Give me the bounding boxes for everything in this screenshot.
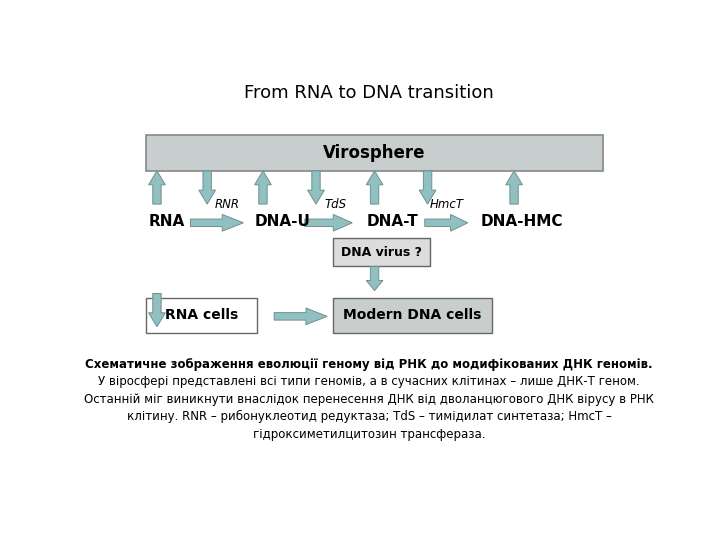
Polygon shape <box>148 171 166 204</box>
Polygon shape <box>366 171 383 204</box>
Polygon shape <box>505 171 523 204</box>
Text: Modern DNA cells: Modern DNA cells <box>343 308 482 322</box>
Text: DNA-U: DNA-U <box>255 214 310 230</box>
Text: DNA-HMC: DNA-HMC <box>481 214 563 230</box>
Polygon shape <box>199 171 215 204</box>
Polygon shape <box>190 214 243 231</box>
Text: RNA cells: RNA cells <box>165 308 238 322</box>
Text: RNA: RNA <box>148 214 185 230</box>
FancyBboxPatch shape <box>145 136 603 171</box>
Text: У віросфері представлені всі типи геномів, а в сучасних клітинах – лише ДНК-Т ге: У віросфері представлені всі типи геномі… <box>98 375 640 388</box>
Text: RNR: RNR <box>215 198 239 211</box>
Text: клітину. RNR – рибонуклеотид редуктаза; TdS – тимідилат синтетаза; HmcT –: клітину. RNR – рибонуклеотид редуктаза; … <box>127 410 611 423</box>
Text: DNA virus ?: DNA virus ? <box>341 246 422 259</box>
Polygon shape <box>419 171 436 204</box>
Polygon shape <box>274 308 327 325</box>
FancyBboxPatch shape <box>145 298 258 333</box>
Polygon shape <box>255 171 271 204</box>
Polygon shape <box>366 266 383 291</box>
FancyBboxPatch shape <box>333 238 431 266</box>
Polygon shape <box>148 294 166 327</box>
Polygon shape <box>425 214 468 231</box>
Text: TdS: TdS <box>325 198 346 211</box>
Text: DNA-T: DNA-T <box>366 214 418 230</box>
Text: From RNA to DNA transition: From RNA to DNA transition <box>244 84 494 102</box>
Text: Останній міг виникнути внаслідок перенесення ДНК від дволанцюгового ДНК вірусу в: Останній міг виникнути внаслідок перенес… <box>84 393 654 406</box>
Text: гідроксиметилцитозин трансфераза.: гідроксиметилцитозин трансфераза. <box>253 428 485 441</box>
Polygon shape <box>305 214 352 231</box>
FancyBboxPatch shape <box>333 298 492 333</box>
Text: Virosphere: Virosphere <box>323 144 426 162</box>
Polygon shape <box>307 171 324 204</box>
Text: Схематичне зображення еволюції геному від РНК до модифікованих ДНК геномів.: Схематичне зображення еволюції геному ві… <box>85 358 653 371</box>
Text: HmcT: HmcT <box>430 198 464 211</box>
